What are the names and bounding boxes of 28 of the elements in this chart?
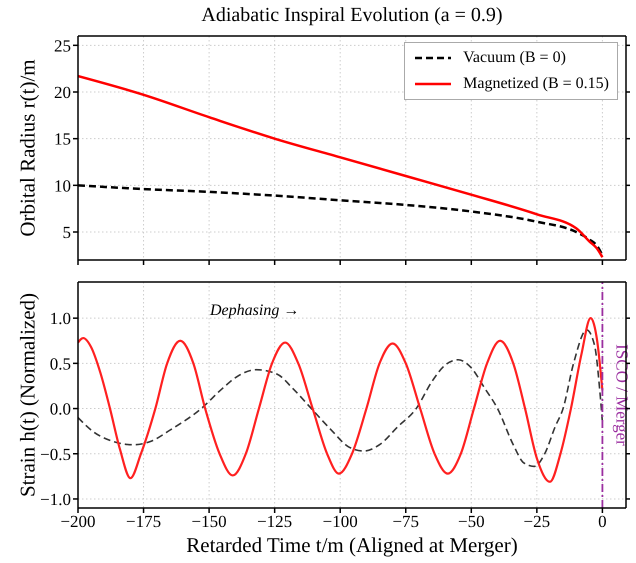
y-tick-label: 20 — [54, 83, 71, 102]
x-tick-label: −25 — [524, 512, 550, 532]
x-tick-label: −150 — [192, 512, 227, 532]
y-tick-label: 5 — [62, 223, 71, 242]
x-tick-label: −100 — [322, 512, 358, 532]
y-tick-label: 10 — [54, 176, 71, 196]
x-tick-label: −75 — [392, 512, 420, 532]
legend-label: Magnetized (B = 0.15) — [463, 75, 609, 93]
x-tick-label: −125 — [257, 512, 292, 532]
x-tick-label: −200 — [60, 512, 96, 532]
y-tick-label: 15 — [54, 130, 71, 149]
line-series — [78, 329, 604, 468]
y-tick-label: 0.5 — [50, 354, 71, 374]
x-tick-label: −50 — [458, 512, 485, 532]
chart-title: Adiabatic Inspiral Evolution (a = 0.9) — [200, 4, 504, 27]
y-tick-label: 1.0 — [50, 309, 71, 328]
x-tick-label: 0 — [598, 512, 607, 532]
line-series — [78, 317, 604, 483]
legend-label: Vacuum (B = 0) — [463, 49, 566, 67]
y-axis-title: Strain h(t) (Normalized) — [16, 292, 40, 498]
y-tick-label: 25 — [54, 36, 71, 56]
y-tick-label: −0.5 — [40, 444, 71, 464]
y-tick-label: 0.0 — [50, 400, 71, 419]
x-axis-title: Retarded Time t/m (Aligned at Merger) — [185, 533, 519, 558]
annotation: Dephasing → — [210, 302, 300, 320]
y-tick-label: −1.0 — [40, 490, 71, 509]
x-tick-label: −175 — [126, 512, 162, 532]
y-axis-title: Orbital Radius r(t)/m — [16, 59, 40, 237]
